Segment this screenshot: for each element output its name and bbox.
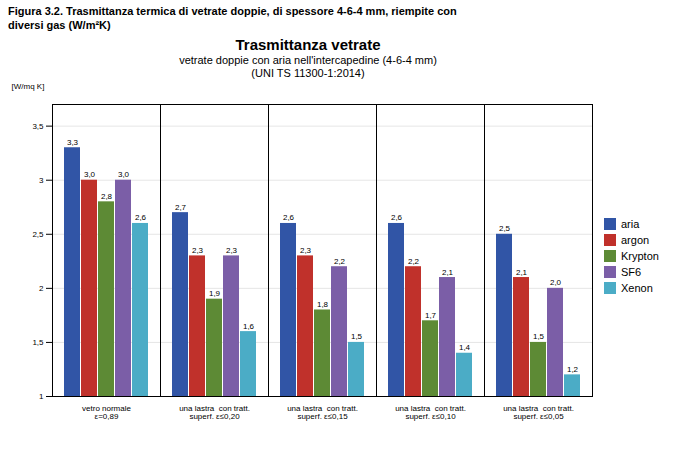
svg-text:una lastra con tratt.superf.: una lastra con tratt.superf. ε≤0,10 xyxy=(395,404,466,421)
svg-text:2: 2 xyxy=(39,284,44,293)
svg-text:1,5: 1,5 xyxy=(533,332,545,341)
svg-text:2,3: 2,3 xyxy=(192,246,204,255)
svg-text:una lastra con tratt.superf.: una lastra con tratt.superf. ε≤0,05 xyxy=(503,404,574,421)
svg-text:una lastra con tratt.superf.: una lastra con tratt.superf. ε≤0,15 xyxy=(287,404,358,421)
svg-text:2,1: 2,1 xyxy=(516,268,528,277)
svg-text:1,7: 1,7 xyxy=(425,311,437,320)
svg-text:[W/mq K]: [W/mq K] xyxy=(12,82,45,91)
svg-text:1,2: 1,2 xyxy=(567,365,579,374)
svg-text:2,6: 2,6 xyxy=(283,213,295,222)
svg-text:2,6: 2,6 xyxy=(135,213,147,222)
svg-text:2,5: 2,5 xyxy=(32,230,44,239)
html-text:(UNI TS 11300-1:2014): (UNI TS 11300-1:2014) xyxy=(251,67,365,79)
html-text:aria: aria xyxy=(621,218,640,230)
svg-text:2,7: 2,7 xyxy=(175,203,187,212)
html-text:diversi gas (W/m²K): diversi gas (W/m²K) xyxy=(8,19,111,31)
svg-text:3,3: 3,3 xyxy=(67,138,79,147)
svg-text:2,0: 2,0 xyxy=(550,278,562,287)
svg-text:una lastra con tratt.superf.: una lastra con tratt.superf. ε≤0,20 xyxy=(179,404,250,421)
html-text:argon: argon xyxy=(621,234,650,246)
html-text:vetrate doppie con aria nell'i: vetrate doppie con aria nell'intercapedi… xyxy=(179,54,437,66)
svg-text:1,8: 1,8 xyxy=(317,300,329,309)
svg-text:2,5: 2,5 xyxy=(499,224,511,233)
html-text:Figura 3.2. Trasmittanza termi: Figura 3.2. Trasmittanza termica di vetr… xyxy=(8,5,457,17)
html-text:Krypton: Krypton xyxy=(621,250,659,262)
svg-text:3,5: 3,5 xyxy=(32,122,44,131)
svg-text:1,4: 1,4 xyxy=(459,343,471,352)
svg-text:2,6: 2,6 xyxy=(391,213,403,222)
svg-text:1,5: 1,5 xyxy=(32,338,44,347)
svg-text:3: 3 xyxy=(39,176,44,185)
html-text:Trasmittanza vetrate: Trasmittanza vetrate xyxy=(235,36,381,53)
html-text:Xenon: Xenon xyxy=(621,282,653,294)
svg-text:2,3: 2,3 xyxy=(300,246,312,255)
svg-text:1,6: 1,6 xyxy=(243,322,255,331)
svg-text:1,5: 1,5 xyxy=(351,332,363,341)
svg-text:1: 1 xyxy=(39,392,44,401)
svg-text:vetro normaleε=0,89: vetro normaleε=0,89 xyxy=(82,404,131,421)
svg-text:2,3: 2,3 xyxy=(226,246,238,255)
svg-text:2,2: 2,2 xyxy=(408,257,420,266)
svg-text:1,9: 1,9 xyxy=(209,289,221,298)
svg-text:3,0: 3,0 xyxy=(84,170,96,179)
svg-text:2,2: 2,2 xyxy=(334,257,346,266)
svg-text:2,1: 2,1 xyxy=(442,268,454,277)
svg-text:3,0: 3,0 xyxy=(118,170,130,179)
html-text:SF6: SF6 xyxy=(621,266,642,278)
svg-text:2,8: 2,8 xyxy=(101,192,113,201)
